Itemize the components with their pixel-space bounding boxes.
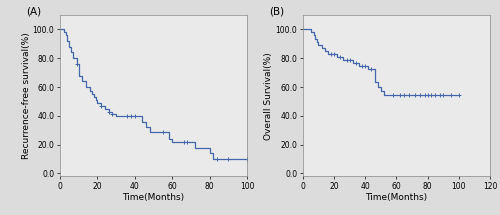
X-axis label: Time(Months): Time(Months) [366,193,428,202]
Text: (B): (B) [269,7,284,17]
Text: (A): (A) [26,7,42,17]
Y-axis label: Recurrence-free survival(%): Recurrence-free survival(%) [22,32,30,159]
Y-axis label: Overall Survival(%): Overall Survival(%) [264,52,274,140]
X-axis label: Time(Months): Time(Months) [122,193,184,202]
